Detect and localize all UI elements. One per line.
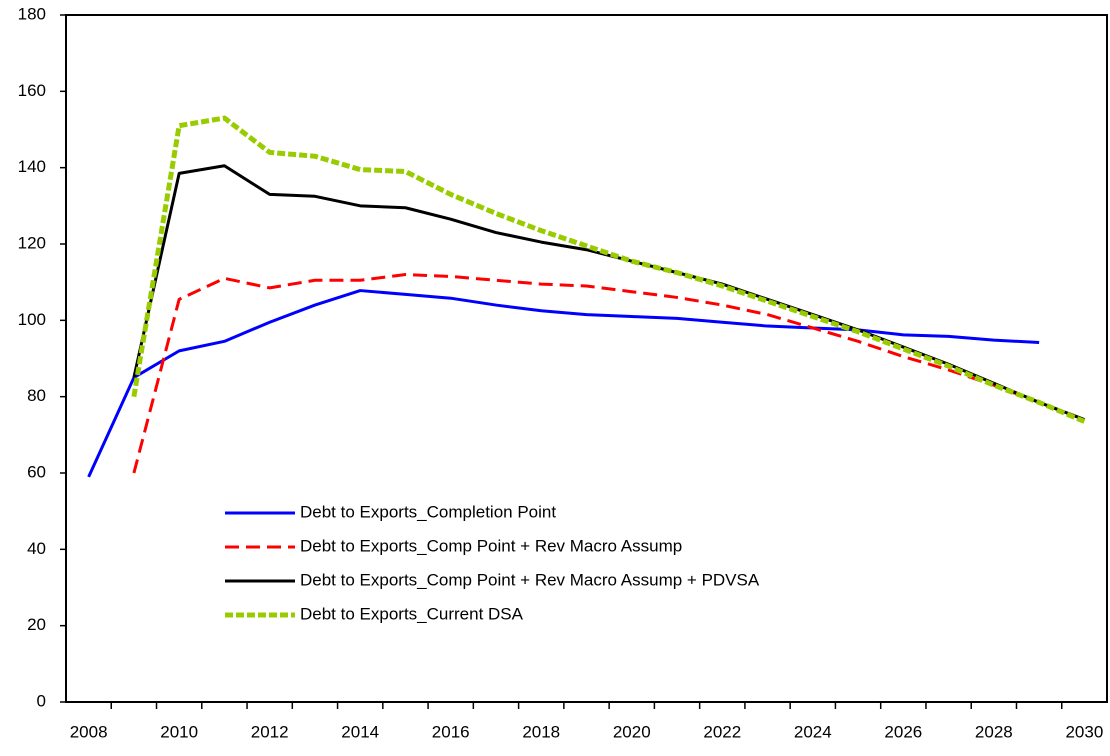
- y-tick-label: 120: [18, 233, 46, 252]
- series-line: [132, 164, 1085, 421]
- x-tick-label: 2010: [160, 722, 198, 741]
- y-tick-label: 40: [27, 539, 46, 558]
- y-tick-label: 140: [18, 157, 46, 176]
- x-tick-label: 2014: [341, 722, 379, 741]
- y-tick-label: 60: [27, 462, 46, 481]
- x-tick-label: 2016: [432, 722, 470, 741]
- legend-label: Debt to Exports_Current DSA: [300, 604, 524, 623]
- series-line: [132, 273, 1085, 474]
- x-tick-label: 2026: [884, 722, 922, 741]
- series-line: [131, 115, 1086, 424]
- plot-frame: [65, 14, 1108, 703]
- legend-label: Debt to Exports_Completion Point: [300, 502, 556, 521]
- x-tick-label: 2008: [70, 722, 108, 741]
- x-tick-label: 2024: [794, 722, 832, 741]
- y-tick-label: 80: [27, 386, 46, 405]
- y-tick-label: 180: [18, 4, 46, 23]
- x-tick-label: 2022: [703, 722, 741, 741]
- y-tick-label: 160: [18, 81, 46, 100]
- y-tick-label: 0: [37, 691, 46, 710]
- legend-label: Debt to Exports_Comp Point + Rev Macro A…: [300, 570, 760, 589]
- series-line: [87, 289, 1040, 478]
- x-tick-label: 2028: [975, 722, 1013, 741]
- legend-label: Debt to Exports_Comp Point + Rev Macro A…: [300, 536, 682, 555]
- y-tick-label: 100: [18, 310, 46, 329]
- x-tick-label: 2030: [1065, 722, 1103, 741]
- x-tick-label: 2018: [522, 722, 560, 741]
- x-tick-label: 2012: [251, 722, 289, 741]
- x-tick-label: 2020: [613, 722, 651, 741]
- y-tick-label: 20: [27, 615, 46, 634]
